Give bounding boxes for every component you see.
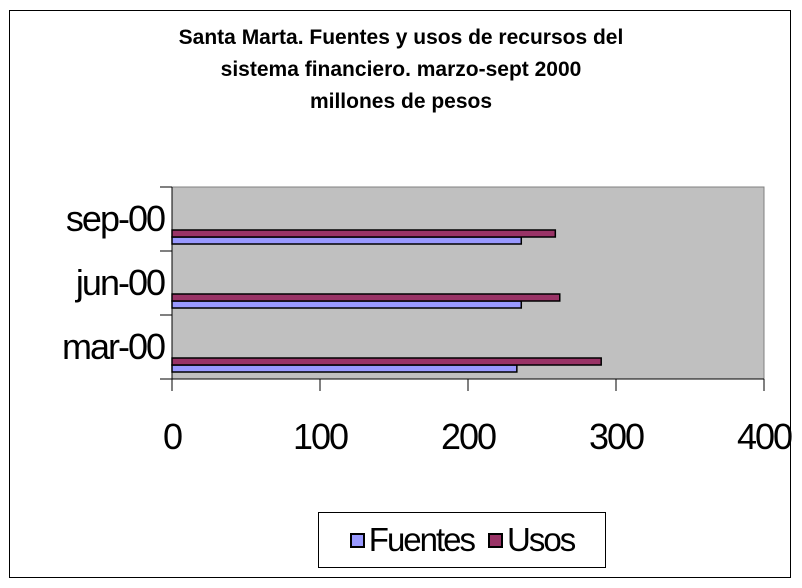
chart-title: Santa Marta. Fuentes y usos de recursos … (0, 22, 802, 118)
legend-item-usos: Usos (488, 521, 576, 558)
x-tick-label-0: 0 (163, 416, 182, 457)
bar-fuentes-jun-00 (171, 300, 523, 309)
legend-item-fuentes: Fuentes (349, 521, 476, 558)
x-tick-label-200: 200 (441, 416, 496, 457)
chart-title-line-2: sistema financiero. marzo-sept 2000 (220, 58, 582, 81)
y-tick-label-mar-00: mar-00 (62, 326, 165, 367)
chart-title-line-3: millones de pesos (309, 90, 493, 113)
legend-swatch-usos (488, 532, 504, 548)
bar-usos-mar-00 (171, 357, 602, 366)
legend-label-usos: Usos (507, 521, 576, 558)
chart-title-line-1: Santa Marta. Fuentes y usos de recursos … (178, 26, 624, 49)
bar-usos-jun-00 (171, 293, 561, 302)
x-tick-label-300: 300 (589, 416, 644, 457)
bar-fuentes-mar-00 (171, 364, 518, 373)
y-tick-label-sep-00: sep-00 (66, 198, 165, 239)
legend-swatch-fuentes (349, 532, 365, 548)
bar-usos-sep-00 (171, 229, 557, 238)
x-tick-label-400: 400 (737, 416, 792, 457)
y-tick-label-jun-00: jun-00 (75, 262, 165, 303)
legend-label-fuentes: Fuentes (368, 521, 476, 558)
plot-area (171, 186, 765, 380)
legend: Fuentes Usos (318, 512, 606, 568)
bar-fuentes-sep-00 (171, 236, 523, 245)
x-tick-label-100: 100 (293, 416, 348, 457)
